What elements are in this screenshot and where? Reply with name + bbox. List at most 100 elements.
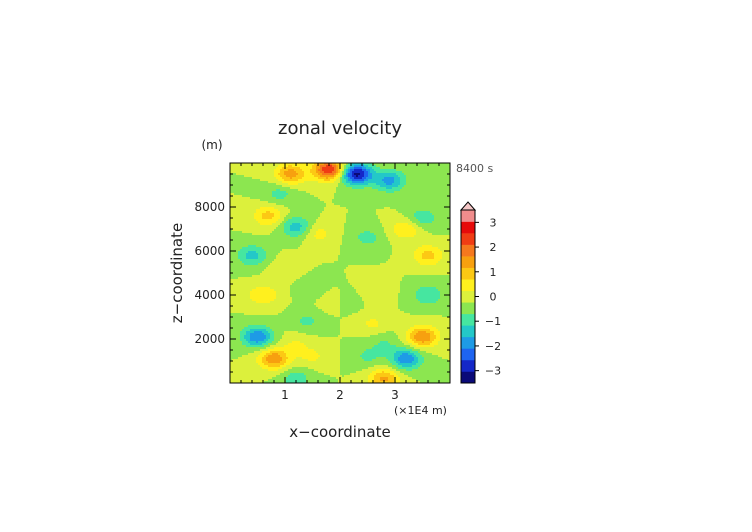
contour-cell <box>358 183 361 186</box>
contour-cell <box>242 225 245 228</box>
contour-cell <box>318 225 321 228</box>
contour-cell <box>352 205 355 208</box>
contour-cell <box>294 165 297 168</box>
contour-cell <box>384 203 387 206</box>
contour-cell <box>364 217 367 220</box>
contour-cell <box>336 209 339 212</box>
contour-cell <box>364 187 367 190</box>
contour-cell <box>286 163 289 166</box>
contour-cell <box>444 167 447 170</box>
contour-cell <box>308 223 311 226</box>
contour-cell <box>312 199 315 202</box>
contour-cell <box>390 185 393 188</box>
contour-cell <box>438 231 441 234</box>
contour-cell <box>378 165 381 168</box>
contour-cell <box>426 197 429 200</box>
contour-cell <box>378 195 381 198</box>
contour-cell <box>312 229 315 232</box>
contour-cell <box>242 203 245 206</box>
contour-cell <box>364 193 367 196</box>
contour-cell <box>286 173 289 176</box>
contour-cell <box>400 227 403 230</box>
contour-cell <box>408 171 411 174</box>
contour-cell <box>270 195 273 198</box>
contour-cell <box>444 179 447 182</box>
contour-cell <box>434 185 437 188</box>
contour-cell <box>374 221 377 224</box>
contour-cell <box>258 235 261 238</box>
contour-cell <box>384 223 387 226</box>
contour-cell <box>386 183 389 186</box>
contour-cell <box>428 191 431 194</box>
contour-cell <box>384 225 387 228</box>
contour-cell <box>380 197 383 200</box>
contour-cell <box>376 233 379 236</box>
contour-cell <box>286 181 289 184</box>
contour-cell <box>242 235 245 238</box>
contour-cell <box>412 197 415 200</box>
contour-cell <box>318 233 321 236</box>
contour-cell <box>310 233 313 236</box>
contour-cell <box>362 195 365 198</box>
contour-cell <box>380 177 383 180</box>
contour-cell <box>314 213 317 216</box>
contour-cell <box>262 183 265 186</box>
contour-cell <box>242 187 245 190</box>
contour-cell <box>312 197 315 200</box>
contour-cell <box>268 213 271 216</box>
contour-cell <box>284 227 287 230</box>
contour-cell <box>314 181 317 184</box>
contour-cell <box>298 165 301 168</box>
contour-cell <box>396 205 399 208</box>
contour-cell <box>390 175 393 178</box>
contour-cell <box>242 227 245 230</box>
contour-cell <box>374 169 377 172</box>
contour-cell <box>396 221 399 224</box>
contour-cell <box>342 209 345 212</box>
contour-cell <box>366 181 369 184</box>
contour-cell <box>392 195 395 198</box>
contour-cell <box>276 189 279 192</box>
contour-cell <box>252 205 255 208</box>
contour-cell <box>282 227 285 230</box>
contour-cell <box>258 219 261 222</box>
contour-cell <box>384 165 387 168</box>
contour-cell <box>286 231 289 234</box>
contour-cell <box>448 167 450 170</box>
contour-cell <box>324 163 327 166</box>
contour-cell <box>434 205 437 208</box>
contour-cell <box>256 213 259 216</box>
contour-cell <box>296 185 299 188</box>
contour-cell <box>334 225 337 228</box>
contour-cell <box>400 169 403 172</box>
contour-cell <box>408 185 411 188</box>
contour-cell <box>350 223 353 226</box>
contour-cell <box>428 167 431 170</box>
contour-cell <box>448 207 450 210</box>
contour-cell <box>420 223 423 226</box>
contour-cell <box>370 217 373 220</box>
contour-cell <box>442 171 445 174</box>
contour-cell <box>390 223 393 226</box>
contour-cell <box>364 207 367 210</box>
contour-cell <box>406 219 409 222</box>
contour-cell <box>346 223 349 226</box>
contour-cell <box>358 211 361 214</box>
contour-cell <box>300 191 303 194</box>
contour-cell <box>402 211 405 214</box>
contour-cell <box>310 193 313 196</box>
contour-cell <box>392 191 395 194</box>
contour-cell <box>270 177 273 180</box>
contour-cell <box>446 167 449 170</box>
contour-cell <box>410 173 413 176</box>
contour-cell <box>436 191 439 194</box>
contour-cell <box>230 223 233 226</box>
contour-cell <box>362 217 365 220</box>
contour-cell <box>272 183 275 186</box>
contour-cell <box>248 219 251 222</box>
contour-cell <box>364 221 367 224</box>
contour-cell <box>422 175 425 178</box>
contour-cell <box>338 209 341 212</box>
contour-cell <box>276 193 279 196</box>
contour-cell <box>418 199 421 202</box>
